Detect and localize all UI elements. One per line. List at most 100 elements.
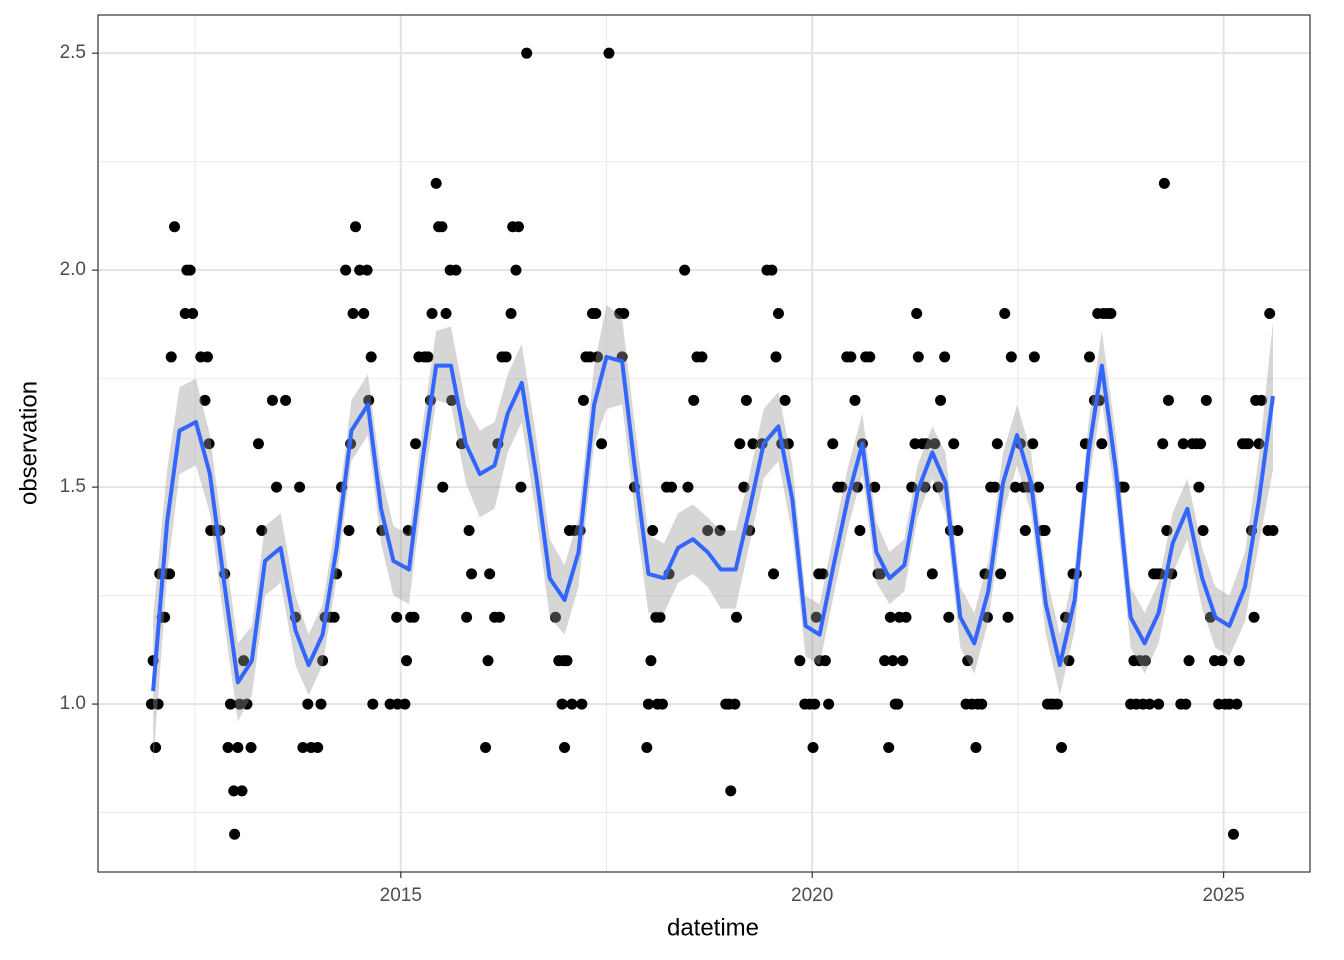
grid — [98, 15, 1310, 872]
point — [561, 655, 573, 667]
point — [1002, 611, 1014, 623]
point — [731, 611, 743, 623]
point — [1162, 394, 1174, 406]
point — [150, 741, 162, 753]
point — [1267, 525, 1279, 537]
point — [810, 611, 822, 623]
y-tick-label: 1.0 — [60, 693, 86, 714]
point — [1158, 177, 1170, 189]
point — [510, 264, 522, 276]
point — [921, 438, 933, 450]
point — [1032, 481, 1044, 493]
point — [981, 611, 993, 623]
point — [199, 394, 211, 406]
point — [446, 394, 458, 406]
point — [836, 481, 848, 493]
point — [645, 655, 657, 667]
point — [906, 481, 918, 493]
point — [224, 698, 236, 710]
y-tick-label: 2.5 — [60, 42, 86, 63]
point — [772, 308, 784, 320]
point — [500, 351, 512, 363]
point — [1144, 698, 1156, 710]
point — [463, 525, 475, 537]
point — [236, 785, 248, 797]
point — [408, 611, 420, 623]
point — [297, 741, 309, 753]
point — [779, 394, 791, 406]
point — [948, 438, 960, 450]
point — [1139, 655, 1151, 667]
point — [450, 264, 462, 276]
point — [935, 394, 947, 406]
point — [1233, 655, 1245, 667]
point — [854, 525, 866, 537]
point — [437, 481, 449, 493]
point — [702, 525, 714, 537]
point — [1177, 438, 1189, 450]
point — [809, 698, 821, 710]
point — [1255, 394, 1267, 406]
point — [995, 568, 1007, 580]
point — [864, 351, 876, 363]
point — [641, 741, 653, 753]
point — [1039, 525, 1051, 537]
point — [869, 481, 881, 493]
point — [845, 351, 857, 363]
point — [201, 351, 213, 363]
point — [952, 525, 964, 537]
point — [1157, 438, 1169, 450]
smooth — [151, 304, 1275, 765]
point — [603, 47, 615, 59]
point — [241, 698, 253, 710]
point — [365, 351, 377, 363]
point — [682, 481, 694, 493]
point — [696, 351, 708, 363]
point — [1183, 655, 1195, 667]
point — [1180, 698, 1192, 710]
point — [187, 308, 199, 320]
point — [1154, 568, 1166, 580]
point — [999, 308, 1011, 320]
point — [1005, 351, 1017, 363]
point — [399, 698, 411, 710]
point — [1118, 481, 1130, 493]
point — [238, 655, 250, 667]
x-axis-title: datetime — [667, 914, 759, 941]
point — [482, 655, 494, 667]
point — [879, 655, 891, 667]
point — [1096, 438, 1108, 450]
point — [165, 351, 177, 363]
point — [1216, 655, 1228, 667]
point — [466, 568, 478, 580]
point — [494, 611, 506, 623]
point — [884, 611, 896, 623]
point — [343, 525, 355, 537]
point — [271, 481, 283, 493]
panel-border — [97, 14, 1311, 873]
point — [484, 568, 496, 580]
point — [1200, 394, 1212, 406]
point — [317, 655, 329, 667]
point — [229, 828, 241, 840]
point — [1019, 525, 1031, 537]
point — [566, 698, 578, 710]
point — [1231, 698, 1243, 710]
point — [768, 568, 780, 580]
point — [596, 438, 608, 450]
point — [827, 438, 839, 450]
point — [782, 438, 794, 450]
point — [576, 698, 588, 710]
point — [1083, 351, 1095, 363]
point — [823, 698, 835, 710]
point — [402, 525, 414, 537]
point — [943, 611, 955, 623]
point — [228, 785, 240, 797]
point — [184, 264, 196, 276]
point — [738, 481, 750, 493]
point — [169, 221, 181, 233]
point — [807, 741, 819, 753]
